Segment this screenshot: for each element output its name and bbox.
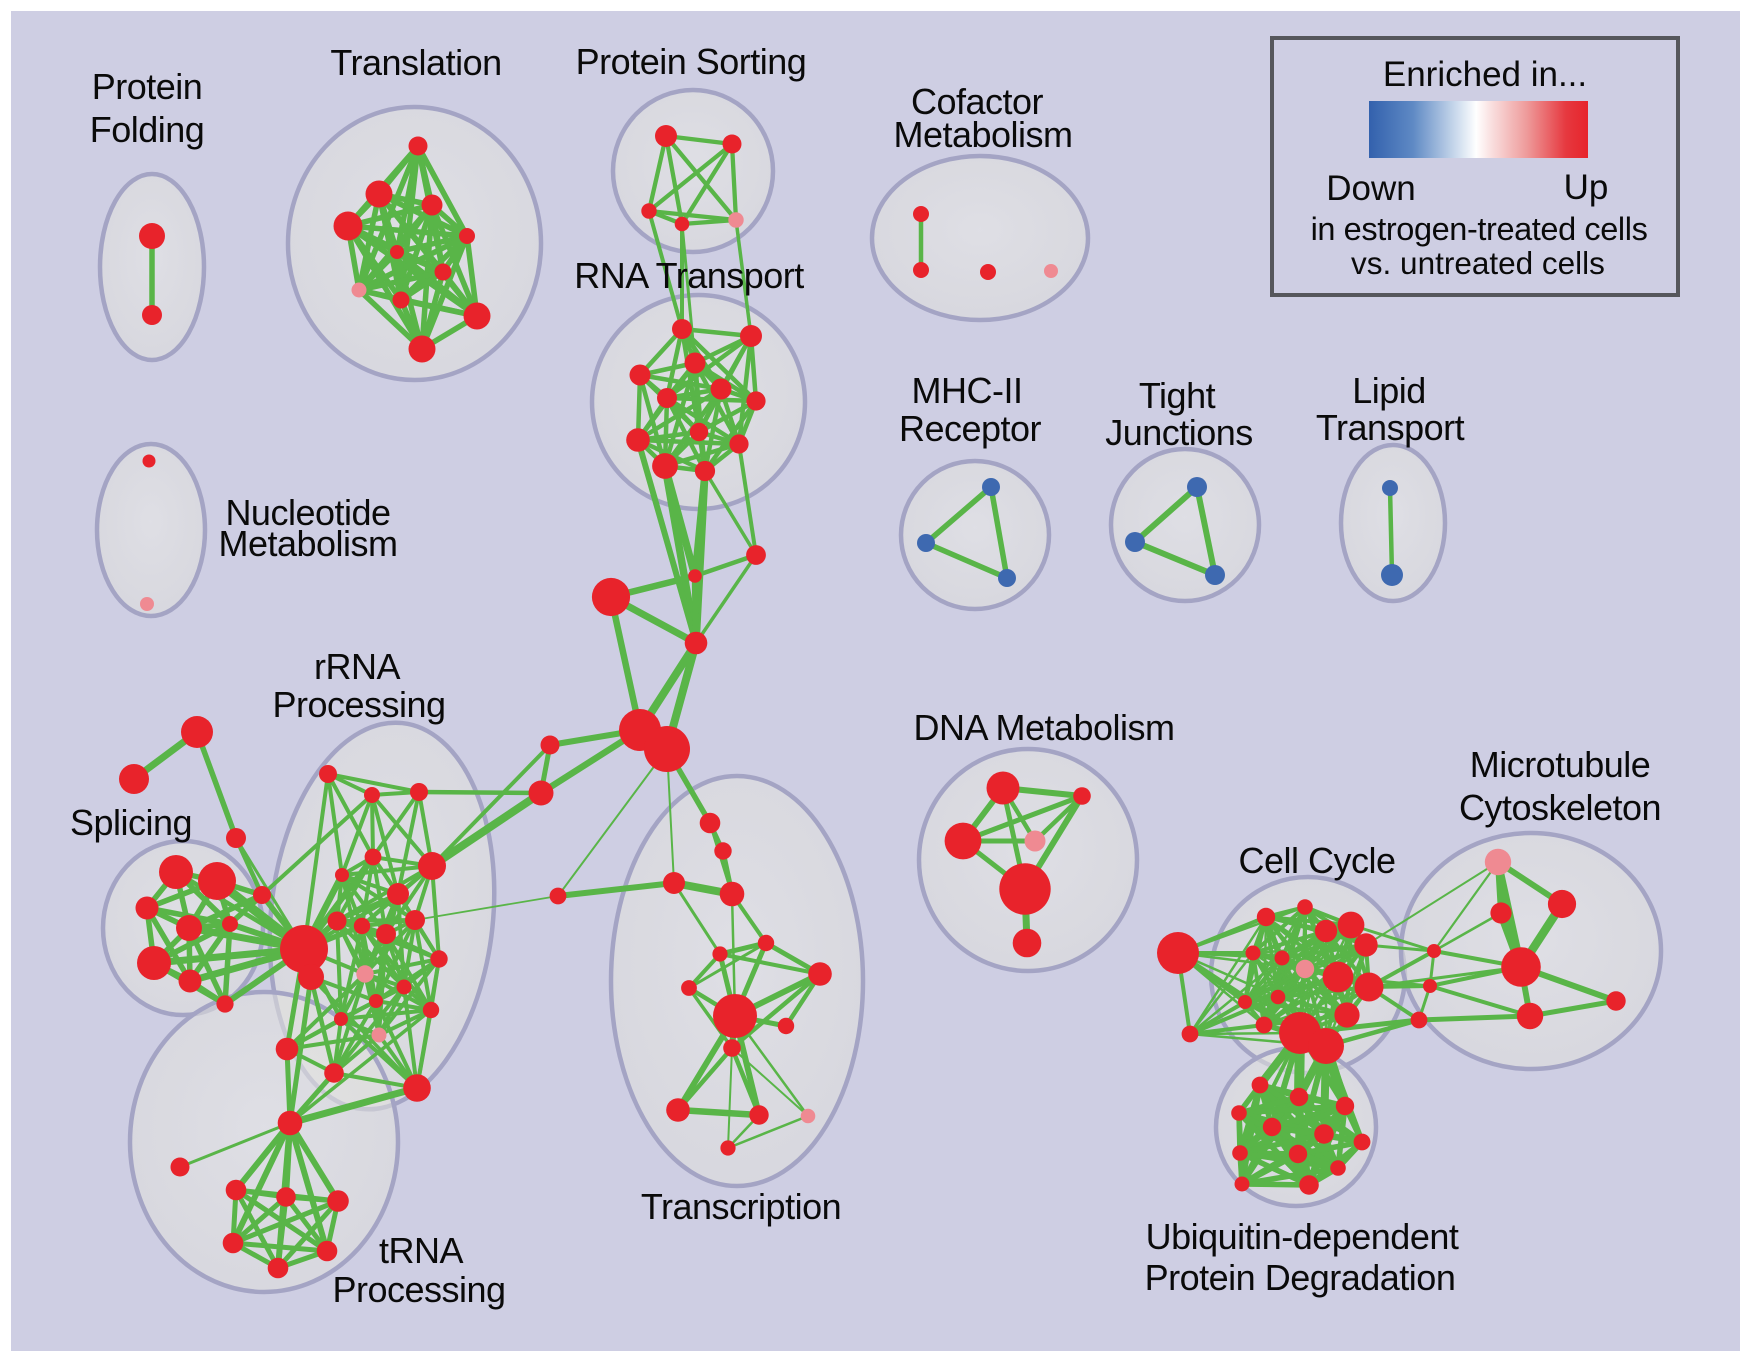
svg-text:Translation: Translation	[330, 42, 501, 83]
svg-text:Cofactor: Cofactor	[911, 81, 1044, 122]
svg-text:tRNA: tRNA	[379, 1230, 463, 1271]
svg-text:Cytoskeleton: Cytoskeleton	[1459, 787, 1661, 828]
svg-text:Processing: Processing	[332, 1269, 505, 1310]
svg-text:Metabolism: Metabolism	[218, 523, 397, 564]
svg-text:in estrogen-treated cells: in estrogen-treated cells	[1311, 211, 1648, 247]
svg-text:Folding: Folding	[90, 109, 205, 150]
svg-text:Protein Degradation: Protein Degradation	[1145, 1257, 1456, 1298]
svg-text:rRNA: rRNA	[314, 646, 400, 687]
svg-text:Transport: Transport	[1316, 407, 1465, 448]
svg-text:Processing: Processing	[272, 684, 445, 725]
svg-text:MHC-II: MHC-II	[912, 370, 1023, 411]
svg-text:Enriched in...: Enriched in...	[1383, 55, 1587, 94]
svg-text:Junctions: Junctions	[1105, 412, 1253, 453]
svg-text:vs. untreated cells: vs. untreated cells	[1351, 245, 1605, 281]
svg-text:Cell Cycle: Cell Cycle	[1238, 840, 1395, 881]
svg-text:Ubiquitin-dependent: Ubiquitin-dependent	[1146, 1216, 1459, 1257]
svg-text:Nucleotide: Nucleotide	[225, 492, 390, 533]
svg-text:Receptor: Receptor	[899, 408, 1042, 449]
svg-text:Tight: Tight	[1139, 375, 1216, 416]
svg-text:Protein Sorting: Protein Sorting	[576, 41, 807, 82]
svg-text:Splicing: Splicing	[70, 802, 192, 843]
svg-text:Down: Down	[1326, 169, 1415, 208]
svg-text:Metabolism: Metabolism	[893, 114, 1072, 155]
svg-text:Transcription: Transcription	[641, 1186, 841, 1227]
svg-text:RNA Transport: RNA Transport	[574, 255, 804, 296]
svg-text:Up: Up	[1564, 168, 1609, 207]
svg-text:Microtubule: Microtubule	[1470, 744, 1651, 785]
svg-text:Protein: Protein	[92, 66, 203, 107]
svg-text:DNA Metabolism: DNA Metabolism	[913, 707, 1174, 748]
svg-text:Lipid: Lipid	[1352, 370, 1426, 411]
